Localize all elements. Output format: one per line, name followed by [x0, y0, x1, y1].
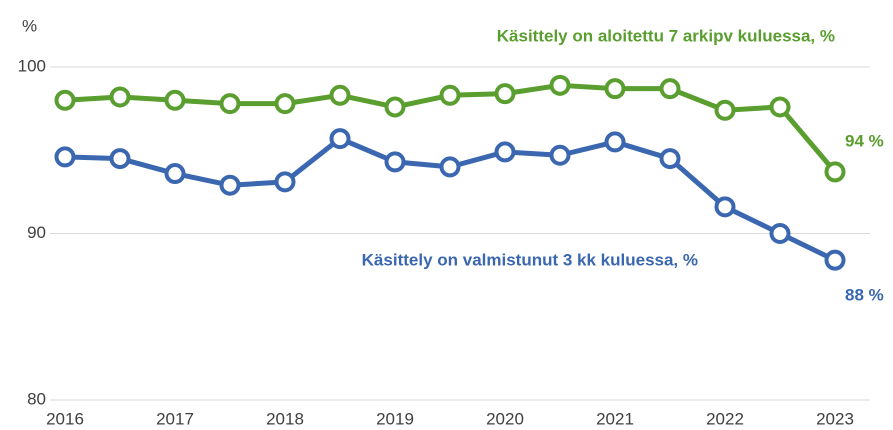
point-marker — [549, 144, 571, 166]
point-marker — [769, 96, 791, 118]
point-marker — [54, 89, 76, 111]
point-marker — [439, 84, 461, 106]
point-marker — [659, 78, 681, 100]
point-marker — [329, 128, 351, 150]
point-marker — [164, 163, 186, 185]
point-marker — [714, 99, 736, 121]
x-tick-label: 2021 — [596, 409, 634, 428]
point-marker — [604, 131, 626, 153]
x-tick-label: 2022 — [706, 409, 744, 428]
y-tick-label: 100 — [18, 56, 46, 75]
point-marker — [824, 249, 846, 271]
series-name: Käsittely on aloitettu 7 arkipv kuluessa… — [497, 26, 835, 45]
series-name: Käsittely on valmistunut 3 kk kuluessa, … — [362, 250, 698, 269]
point-marker — [824, 161, 846, 183]
point-marker — [109, 86, 131, 108]
y-unit-label: % — [22, 16, 37, 35]
point-marker — [274, 171, 296, 193]
y-tick-label: 90 — [27, 223, 46, 242]
x-tick-label: 2016 — [46, 409, 84, 428]
point-marker — [274, 93, 296, 115]
point-marker — [769, 223, 791, 244]
point-marker — [494, 83, 516, 105]
point-marker — [494, 141, 516, 163]
y-tick-label: 80 — [27, 389, 46, 408]
point-marker — [219, 174, 241, 196]
point-marker — [219, 93, 241, 115]
point-marker — [439, 156, 461, 178]
value-label: 88 % — [845, 286, 884, 305]
point-marker — [549, 74, 571, 96]
point-marker — [714, 196, 736, 218]
point-marker — [164, 89, 186, 111]
x-tick-label: 2020 — [486, 409, 524, 428]
point-marker — [604, 78, 626, 100]
x-tick-label: 2023 — [816, 409, 854, 428]
point-marker — [329, 84, 351, 106]
point-marker — [659, 148, 681, 170]
x-tick-label: 2017 — [156, 409, 194, 428]
point-marker — [54, 146, 76, 168]
point-marker — [384, 96, 406, 118]
point-marker — [109, 148, 131, 170]
x-tick-label: 2019 — [376, 409, 414, 428]
point-marker — [384, 151, 406, 173]
x-tick-label: 2018 — [266, 409, 304, 428]
value-label: 94 % — [845, 131, 884, 150]
